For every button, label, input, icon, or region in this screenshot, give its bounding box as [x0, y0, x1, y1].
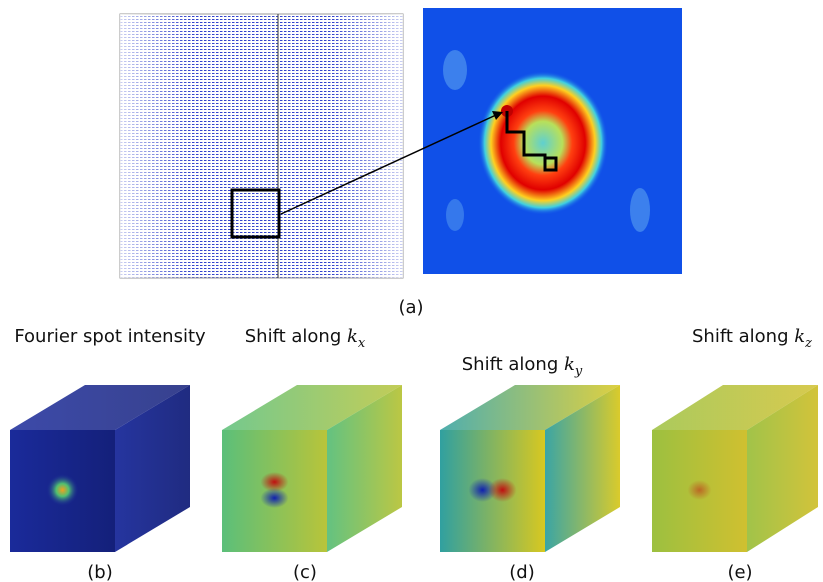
title-symbol: k [794, 326, 805, 347]
panel-title: Fourier spot intensity [14, 326, 206, 347]
selection-box [230, 188, 281, 239]
box-render [652, 385, 818, 552]
title-symbol: k [564, 354, 575, 375]
point-cloud [119, 13, 404, 279]
arrow-head [492, 111, 503, 120]
heatmap [423, 8, 682, 274]
title-text: Shift along [692, 326, 794, 347]
blob [630, 188, 650, 232]
panel-title: Shift along ky [462, 354, 583, 379]
dipole-blue [468, 478, 497, 502]
panel-label: (c) [293, 562, 317, 582]
panel-title: Shift along kx [245, 326, 366, 351]
panel-label: (e) [727, 562, 752, 582]
title-subscript: y [574, 364, 583, 379]
blob [443, 50, 467, 90]
title-text: Fourier spot intensity [14, 326, 206, 347]
spot [46, 474, 79, 506]
spot-ring [478, 71, 608, 215]
panel-label: (a) [398, 297, 423, 318]
box-render [10, 385, 190, 552]
spot [687, 480, 712, 500]
box-side [545, 385, 620, 552]
box-top [10, 385, 190, 430]
panel-label: (b) [87, 562, 112, 582]
box-render [440, 385, 620, 552]
box-top [652, 385, 818, 430]
title-symbol: k [347, 326, 358, 347]
box-side [115, 385, 190, 552]
box-side [747, 385, 818, 552]
dipole-red [488, 478, 517, 502]
box-top [222, 385, 402, 430]
title-text: Shift along [462, 354, 564, 375]
cloud-fade [120, 14, 403, 278]
box-top [440, 385, 620, 430]
path-steps [505, 111, 558, 172]
panel-label: (d) [509, 562, 534, 582]
box-render [222, 385, 402, 552]
panel-title: Shift along kz [692, 326, 812, 351]
arrow [280, 114, 497, 215]
dipole-blue [260, 488, 289, 508]
title-subscript: z [804, 336, 812, 351]
blob [446, 199, 464, 231]
title-subscript: x [358, 336, 366, 351]
box-side [327, 385, 402, 552]
title-text: Shift along [245, 326, 347, 347]
dipole-red [260, 472, 289, 492]
bottom-row: Fourier spot intensity(b)Shift along kx(… [10, 326, 818, 582]
